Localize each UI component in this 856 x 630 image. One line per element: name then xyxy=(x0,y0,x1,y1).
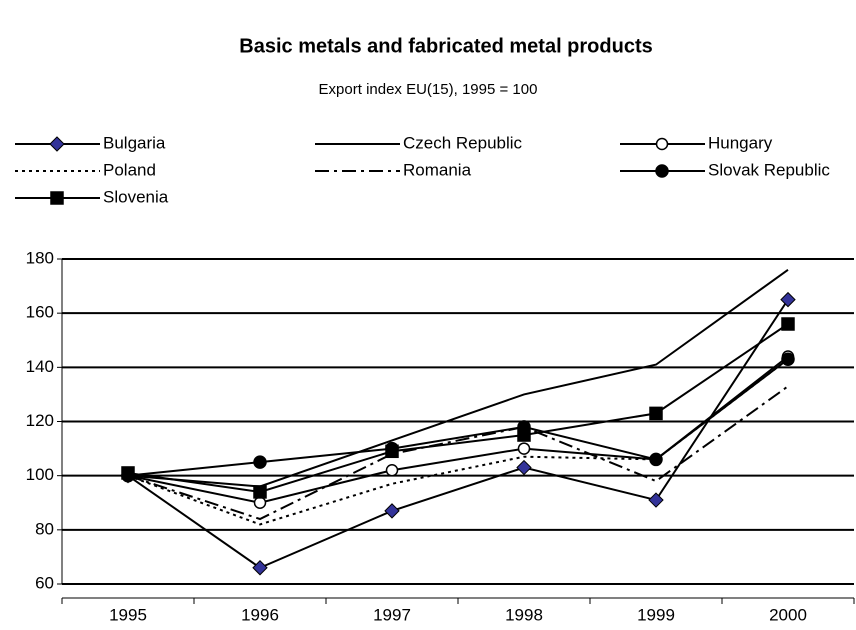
y-tick-label: 140 xyxy=(26,357,54,376)
chart-title: Basic metals and fabricated metal produc… xyxy=(239,35,652,57)
data-point xyxy=(780,291,796,308)
x-tick-label: 2000 xyxy=(769,605,807,624)
y-tick-label: 100 xyxy=(26,465,54,484)
data-point xyxy=(121,466,135,480)
legend-marker xyxy=(655,137,669,151)
legend-label: Poland xyxy=(103,160,156,179)
legend-label: Slovak Republic xyxy=(708,160,830,179)
data-point xyxy=(649,452,663,467)
data-point xyxy=(253,485,267,499)
series-line xyxy=(127,323,789,493)
y-tick-label: 180 xyxy=(26,248,54,267)
data-point xyxy=(385,444,399,459)
series-line xyxy=(127,355,789,504)
series-line xyxy=(127,385,789,521)
data-point xyxy=(781,317,795,331)
series-line xyxy=(127,358,789,526)
data-point xyxy=(253,455,267,469)
legend-marker xyxy=(655,164,669,178)
legend-label: Czech Republic xyxy=(403,133,523,152)
y-tick-label: 160 xyxy=(26,303,54,322)
chart-subtitle: Export index EU(15), 1995 = 100 xyxy=(319,81,538,98)
y-tick-label: 80 xyxy=(35,519,54,538)
data-point xyxy=(385,464,399,477)
legend-marker xyxy=(49,136,65,152)
legend-label: Romania xyxy=(403,160,472,179)
data-point xyxy=(517,428,531,442)
x-tick-label: 1996 xyxy=(241,605,279,624)
legend-marker xyxy=(50,191,64,205)
x-tick-label: 1999 xyxy=(637,605,675,624)
data-point xyxy=(649,406,663,421)
data-point xyxy=(517,442,531,455)
data-point xyxy=(516,459,532,476)
series-line xyxy=(127,299,789,569)
data-point xyxy=(384,503,400,519)
x-tick-label: 1995 xyxy=(109,605,147,624)
legend-label: Slovenia xyxy=(103,187,169,206)
data-point xyxy=(253,496,267,509)
x-tick-label: 1998 xyxy=(505,605,543,624)
data-point xyxy=(252,560,268,576)
data-point xyxy=(781,352,795,366)
y-tick-label: 60 xyxy=(35,573,54,592)
x-tick-label: 1997 xyxy=(373,605,411,624)
series-line xyxy=(127,358,789,477)
y-tick-label: 120 xyxy=(26,411,54,430)
legend-label: Hungary xyxy=(708,133,773,152)
legend-label: Bulgaria xyxy=(103,133,166,152)
series-line xyxy=(127,269,789,488)
data-point xyxy=(648,492,664,508)
